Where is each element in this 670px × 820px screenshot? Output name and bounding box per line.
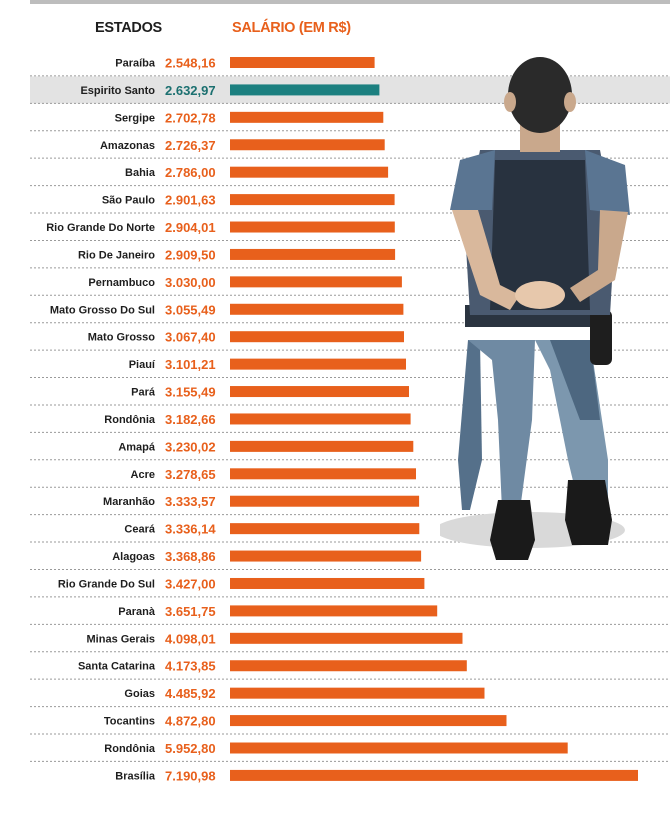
salary-column-header: SALÁRIO (EM R$) (232, 20, 351, 36)
state-label: Minas Gerais (87, 633, 155, 645)
salary-bar (230, 139, 385, 151)
salary-value-label: 4.173,85 (165, 659, 216, 674)
state-label: São Paulo (102, 195, 155, 207)
salary-value-label: 3.427,00 (165, 576, 216, 591)
salary-value-label: 4.485,92 (165, 686, 216, 701)
salary-bar (230, 660, 467, 672)
salary-value-label: 3.333,57 (165, 494, 216, 509)
state-label: Goias (124, 688, 155, 700)
top-rule (30, 0, 670, 4)
salary-bar (230, 194, 395, 206)
salary-bar (230, 523, 420, 535)
salary-bar (230, 605, 438, 617)
state-label: Rio Grande Do Norte (46, 222, 155, 234)
salary-bar (230, 331, 404, 343)
salary-bar (230, 221, 395, 233)
state-label: Rondônia (104, 414, 156, 426)
state-label: Santa Catarina (78, 661, 156, 673)
salary-bar (230, 632, 463, 644)
salary-bar (230, 687, 485, 699)
salary-bar (230, 303, 404, 315)
salary-value-label: 3.182,66 (165, 412, 216, 427)
salary-value-label: 2.901,63 (165, 193, 216, 208)
salary-bar (230, 166, 389, 178)
salary-value-label: 2.702,78 (165, 110, 216, 125)
salary-bar (230, 57, 375, 68)
salary-value-label: 2.726,37 (165, 138, 216, 153)
salary-bar (230, 413, 411, 425)
salary-value-label: 2.786,00 (165, 165, 216, 180)
state-label: Rio De Janeiro (78, 249, 155, 261)
salary-bar (230, 577, 425, 589)
salary-value-label: 3.230,02 (165, 439, 216, 454)
salary-value-label: 3.368,86 (165, 549, 216, 564)
salary-bar (230, 742, 568, 754)
salary-bar (230, 440, 414, 452)
salary-bar (230, 386, 409, 398)
salary-value-label: 3.101,21 (165, 357, 216, 372)
salary-value-label: 2.904,01 (165, 220, 216, 235)
state-label: Amapá (118, 441, 156, 453)
salary-bar (230, 468, 416, 480)
state-label: Pará (131, 387, 156, 399)
state-label: Rondônia (104, 743, 156, 755)
state-label: Mato Grosso (88, 332, 156, 344)
salary-bar (230, 276, 402, 288)
salary-value-label: 3.067,40 (165, 330, 216, 345)
state-label: Tocantins (104, 716, 155, 728)
salary-value-label: 3.336,14 (165, 522, 216, 537)
salary-value-label: 2.632,97 (165, 83, 216, 98)
state-label: Brasília (115, 770, 156, 782)
salary-value-label: 2.548,16 (165, 56, 216, 71)
salary-bar (230, 111, 384, 123)
salary-bar (230, 358, 406, 370)
salary-value-label: 4.872,80 (165, 714, 216, 729)
salary-value-label: 2.909,50 (165, 247, 216, 262)
salary-bar (230, 769, 638, 781)
state-label: Rio Grande Do Sul (58, 578, 155, 590)
state-label: Sergipe (115, 112, 155, 124)
state-label: Maranhão (103, 496, 155, 508)
state-label: Acre (131, 469, 155, 481)
state-label: Espirito Santo (80, 85, 155, 97)
salary-bar (230, 84, 380, 96)
state-label: Paranà (118, 606, 156, 618)
salary-value-label: 3.651,75 (165, 604, 216, 619)
state-label: Ceará (124, 524, 155, 536)
salary-value-label: 7.190,98 (165, 768, 216, 783)
state-label: Pernambuco (88, 277, 155, 289)
salary-value-label: 3.055,49 (165, 302, 216, 317)
salary-bar (230, 248, 396, 260)
salary-value-label: 3.155,49 (165, 385, 216, 400)
salary-bar (230, 495, 420, 507)
state-label: Amazonas (100, 140, 155, 152)
state-label: Alagoas (112, 551, 155, 563)
salary-value-label: 4.098,01 (165, 631, 216, 646)
state-label: Mato Grosso Do Sul (50, 304, 155, 316)
salary-bar (230, 715, 507, 727)
state-label: Paraíba (115, 58, 156, 70)
police-officer-illustration (440, 57, 630, 560)
salary-value-label: 3.278,65 (165, 467, 216, 482)
state-label: Piauí (129, 359, 156, 371)
salary-value-label: 3.030,00 (165, 275, 216, 290)
salary-bar (230, 550, 422, 562)
state-label: Bahia (125, 167, 156, 179)
salary-value-label: 5.952,80 (165, 741, 216, 756)
states-column-header: ESTADOS (95, 20, 162, 36)
